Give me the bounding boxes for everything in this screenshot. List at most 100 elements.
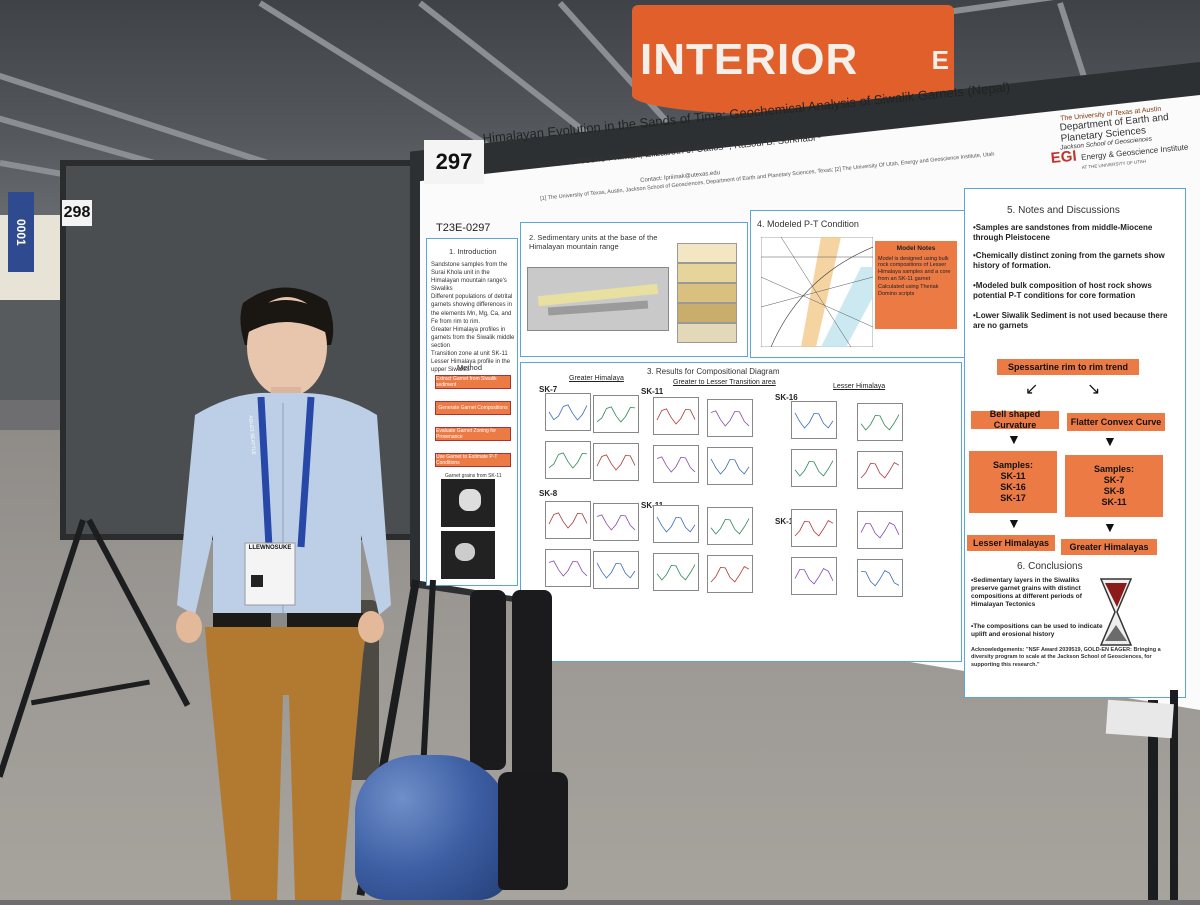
garnet-photo: [441, 531, 495, 579]
method-step: Evaluate Garnet Zoning for Provenance: [435, 427, 511, 441]
garnet-caption: Garnet grains from SK-11: [445, 473, 502, 479]
mini-plot: [857, 451, 903, 489]
column-transition: Greater to Lesser Transition area: [673, 379, 776, 386]
sample-line: SK-11: [1000, 471, 1026, 482]
column-greater-himalaya: Greater Himalaya: [569, 375, 624, 382]
intro-item: Greater Himalaya profiles in garnets fro…: [431, 326, 515, 349]
model-note: Calculated using Theriak Domino scripts: [878, 284, 939, 297]
model-note: Model is designed using bulk rock compos…: [878, 255, 951, 282]
mini-plot: [545, 549, 591, 587]
strat-unit: [677, 323, 737, 343]
mini-plot: [545, 441, 591, 479]
mini-plot: [791, 557, 837, 595]
mini-plot: [593, 503, 639, 541]
person: LLEWNOSUKE AGU23 SEATTLE: [165, 275, 400, 900]
strat-unit: [677, 263, 737, 283]
sample-label: SK-8: [539, 489, 558, 498]
poster-id: T23E-0297: [436, 222, 491, 234]
conclusion-item: •The compositions can be used to indicat…: [971, 623, 1103, 639]
section-4: 4. Modeled P-T Condition Model Notes Mod…: [750, 210, 965, 358]
mini-plot: [791, 509, 837, 547]
mini-plot: [791, 449, 837, 487]
acknowledgements: Acknowledgements: "NSF Award 2039519, GO…: [971, 647, 1167, 669]
section-2-title: 2. Sedimentary units at the base of the …: [529, 233, 658, 252]
arrow-icon: ↘: [1087, 381, 1101, 398]
mini-plot: [593, 443, 639, 481]
hourglass-icon: [1095, 577, 1137, 647]
flatter-convex-box: Flatter Convex Curve: [1067, 413, 1165, 431]
method-step: Generate Garnet Compositions: [435, 401, 511, 415]
intro-item: Transition zone at unit SK-11: [431, 351, 508, 358]
sample-label: SK-17: [775, 517, 798, 526]
ack-title: Acknowledgements:: [971, 647, 1025, 653]
strat-unit: [677, 303, 737, 323]
mini-plot: [545, 501, 591, 539]
mini-plot: [653, 553, 699, 591]
mini-plot: [653, 505, 699, 543]
mini-plot: [857, 403, 903, 441]
model-notes: Model Notes Model is designed using bulk…: [875, 241, 957, 329]
section-6-title: 6. Conclusions: [1017, 561, 1083, 572]
conclusion-item: •Sedimentary layers in the Siwaliks pres…: [971, 577, 1082, 609]
note-item: •Samples are sandstones from middle-Mioc…: [973, 223, 1153, 242]
section-5-title: 5. Notes and Discussions: [1007, 205, 1120, 216]
sample-line: SK-11: [1101, 496, 1127, 507]
intro-text: Sandstone samples from the Surai Khola u…: [431, 261, 517, 374]
ceiling-beam: [939, 0, 1198, 16]
sample-line: SK-17: [1000, 492, 1026, 503]
mini-plot: [653, 397, 699, 435]
interior-sign-text: INTERIOR: [640, 35, 859, 84]
lesser-himalayas-box: Lesser Himalayas: [967, 535, 1055, 551]
method-step: Extract Garnet from Siwalik sediment: [435, 375, 511, 389]
mini-plot: [857, 559, 903, 597]
blue-jacket: [355, 755, 510, 900]
mini-plot: [593, 395, 639, 433]
hanging-banner: 0001: [8, 192, 34, 272]
garnet-grain: [455, 543, 475, 561]
model-notes-title: Model Notes: [896, 245, 936, 252]
strat-unit: [677, 283, 737, 303]
arrow-icon: ↙: [1025, 381, 1039, 398]
intro-title: 1. Introduction: [449, 247, 497, 256]
column-lesser-himalaya: Lesser Himalaya: [833, 383, 886, 390]
sample-line: SK-7: [1103, 475, 1125, 486]
paper-tag: [1105, 699, 1174, 739]
method-title: Method: [457, 363, 483, 372]
intro-section: 1. Introduction Sandstone samples from t…: [426, 238, 518, 586]
sample-line: Samples:: [1093, 464, 1135, 475]
mini-plot: [707, 447, 753, 485]
intro-item: Sandstone samples from the Surai Khola u…: [431, 262, 508, 293]
sample-line: Samples:: [992, 460, 1034, 471]
mini-plot: [707, 555, 753, 593]
intro-item: Different populations of detrital garnet…: [431, 294, 513, 325]
sample-label: SK-7: [539, 385, 558, 394]
note-item: •Lower Siwalik Sediment is not used beca…: [973, 311, 1168, 330]
mini-plot: [707, 399, 753, 437]
samples-left-box: Samples: SK-11 SK-16 SK-17: [969, 451, 1057, 513]
stratigraphic-column: [677, 243, 737, 351]
arrow-down-icon: ▼: [1103, 519, 1117, 535]
sample-label: SK-11: [641, 501, 663, 510]
geologic-map: [527, 267, 669, 331]
board-number-298: 298: [62, 200, 92, 226]
note-item: •Modeled bulk composition of host rock s…: [973, 281, 1152, 300]
person-figure: [176, 287, 391, 900]
samples-right-box: Samples: SK-7 SK-8 SK-11: [1065, 455, 1163, 517]
easel-leg: [1170, 690, 1178, 900]
pt-diagram: [761, 237, 873, 347]
garnet-photo: [441, 479, 495, 527]
ack-text: "NSF Award 2039519, GOLD-EN EAGER: Bring…: [971, 647, 1161, 668]
background-person-leg: [512, 590, 552, 780]
black-bag: [498, 772, 568, 890]
section-2: 2. Sedimentary units at the base of the …: [520, 222, 748, 357]
section-5: 5. Notes and Discussions •Samples are sa…: [964, 188, 1186, 698]
section-3-title: 3. Results for Compositional Diagram: [647, 367, 780, 376]
sample-label: SK-16: [775, 393, 798, 402]
strat-unit: [677, 243, 737, 263]
sample-line: SK-8: [1103, 486, 1125, 496]
intro-item: Lesser Himalaya profile in the upper Siw…: [431, 359, 511, 374]
flow-trend-box: Spessartine rim to rim trend: [997, 359, 1139, 375]
section-4-title: 4. Modeled P-T Condition: [757, 219, 859, 229]
mini-plot: [593, 551, 639, 589]
mini-plot: [857, 511, 903, 549]
